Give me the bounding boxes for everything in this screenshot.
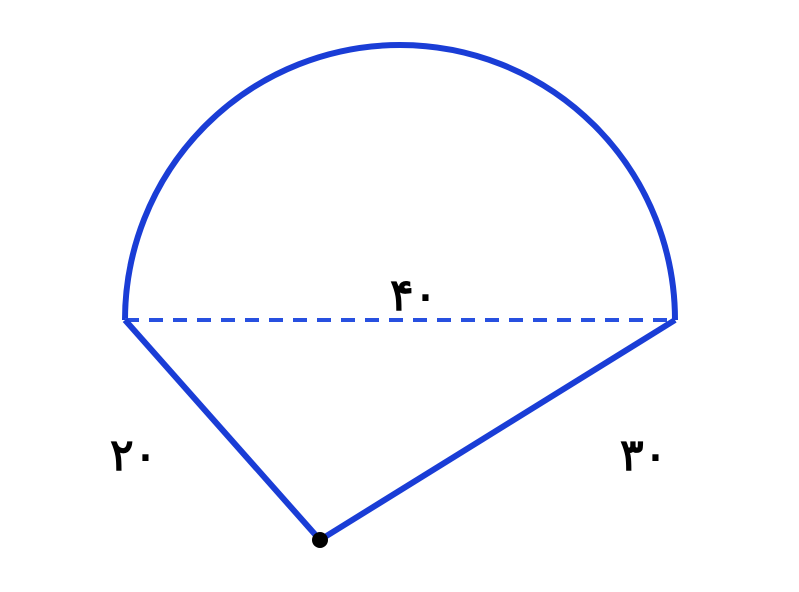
diameter-label: ۴۰ <box>390 270 437 321</box>
geometry-diagram: ۴۰ ۲۰ ۳۰ <box>0 0 799 587</box>
left-side-label: ۲۰ <box>110 430 157 481</box>
right-side-label: ۳۰ <box>620 430 667 481</box>
apex-dot <box>312 532 328 548</box>
